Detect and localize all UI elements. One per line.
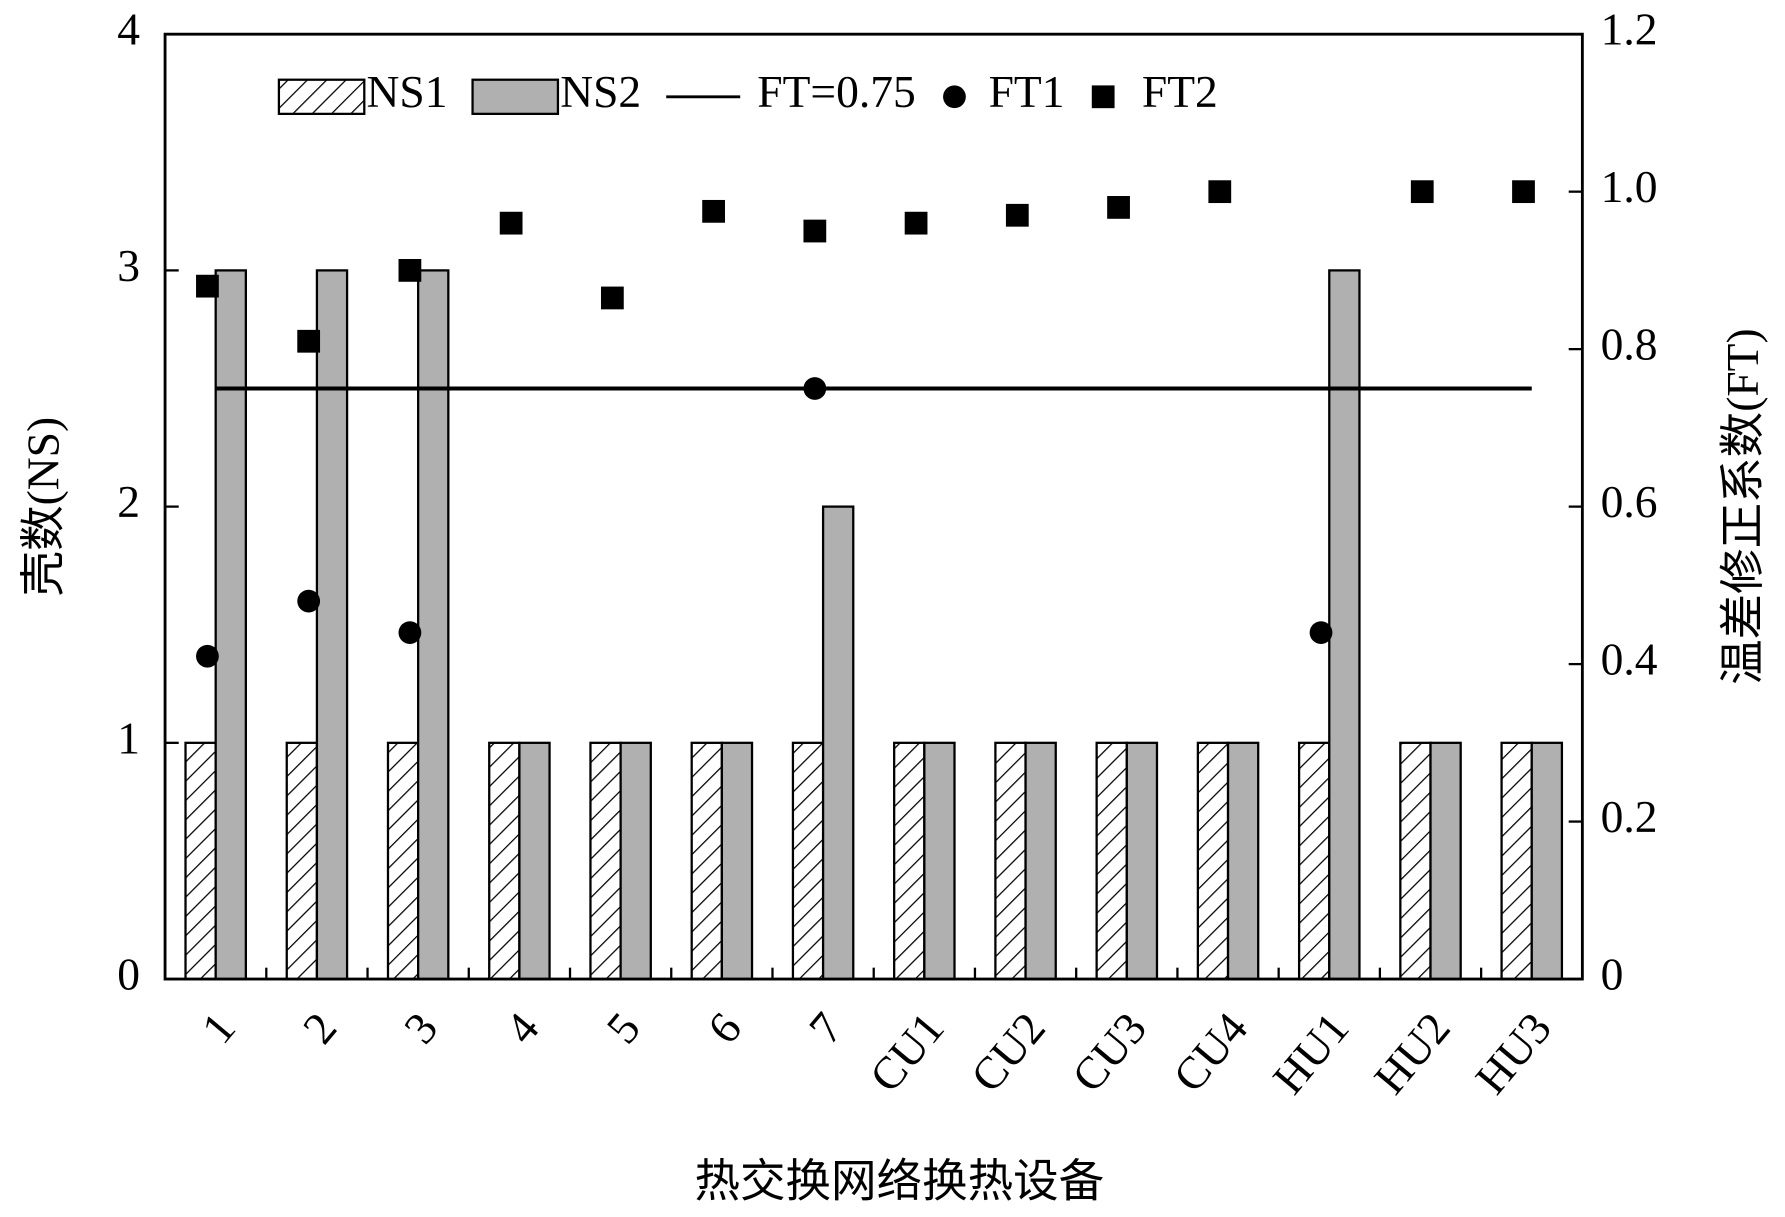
- x-tick-label: CU3: [1062, 1003, 1156, 1102]
- y2-axis-title: 温差修正系数(FT): [1717, 328, 1768, 685]
- x-tick-label: CU1: [859, 1003, 953, 1102]
- point: [803, 377, 827, 400]
- bar: [1024, 741, 1057, 981]
- bar: [720, 741, 754, 981]
- bar: [417, 269, 450, 981]
- y2-tick-label: 1.2: [1601, 4, 1658, 55]
- point: [196, 644, 219, 668]
- point: [398, 259, 422, 282]
- point: [1005, 203, 1029, 227]
- bar: [619, 741, 652, 981]
- point: [702, 199, 725, 223]
- legend-swatch: [943, 85, 966, 109]
- bar: [1429, 741, 1462, 981]
- legend-swatch: [471, 78, 560, 116]
- bar: [184, 741, 217, 981]
- bar: [214, 269, 247, 981]
- bar: [1328, 269, 1361, 981]
- point: [499, 211, 523, 235]
- bar: [1196, 741, 1230, 981]
- bar: [1226, 741, 1260, 981]
- y2-tick-label: 0.2: [1601, 791, 1658, 842]
- point: [803, 219, 827, 243]
- legend-swatch: [1091, 85, 1115, 109]
- point: [297, 329, 321, 353]
- point: [398, 621, 422, 644]
- legend-label: FT=0.75: [757, 66, 915, 117]
- point: [1512, 180, 1535, 204]
- y2-tick-label: 0.4: [1601, 634, 1658, 685]
- x-tick-label: 4: [495, 1002, 549, 1052]
- y-tick-label: 3: [117, 240, 140, 291]
- x-tick-label: CU4: [1163, 1002, 1257, 1101]
- point: [600, 286, 624, 310]
- point: [196, 274, 219, 298]
- bar: [518, 741, 551, 981]
- plot-frame: [163, 32, 1584, 981]
- y-tick-label: 1: [117, 712, 140, 763]
- bar: [994, 741, 1027, 981]
- bar: [791, 741, 825, 981]
- point: [1107, 196, 1130, 219]
- point: [1410, 180, 1434, 204]
- point: [297, 589, 321, 613]
- x-tick-label: 2: [293, 1003, 347, 1053]
- x-tick-label: 7: [799, 1003, 853, 1053]
- bar: [386, 741, 420, 981]
- legend-label: NS2: [560, 66, 641, 117]
- point: [1208, 180, 1232, 204]
- bar: [589, 741, 622, 981]
- y-tick-label: 4: [117, 4, 140, 55]
- y-tick-label: 0: [117, 949, 140, 1000]
- bar: [893, 741, 926, 981]
- legend-swatch: [277, 78, 366, 116]
- point: [904, 211, 928, 235]
- x-tick-label: 3: [394, 1003, 448, 1053]
- bar: [315, 269, 349, 981]
- y2-tick-label: 0.8: [1601, 319, 1658, 370]
- y2-tick-label: 0: [1601, 949, 1624, 1000]
- y-tick-label: 2: [117, 476, 140, 527]
- legend-label: FT2: [1142, 66, 1218, 117]
- bar: [690, 741, 724, 981]
- bar: [1530, 741, 1564, 981]
- x-tick-label: HU2: [1364, 1003, 1460, 1104]
- bar: [1125, 741, 1159, 981]
- bar: [923, 741, 956, 981]
- x-tick-label: 1: [191, 1003, 245, 1053]
- y2-tick-label: 0.6: [1601, 476, 1658, 527]
- bar: [285, 741, 319, 981]
- bar: [488, 741, 521, 981]
- legend-label: NS1: [367, 66, 448, 117]
- bar: [1399, 741, 1432, 981]
- x-tick-label: 5: [596, 1003, 650, 1053]
- x-axis-title: 热交换网络换热设备: [695, 1156, 1105, 1207]
- x-tick-label: 6: [697, 1003, 751, 1053]
- legend-label: FT1: [989, 66, 1065, 117]
- bar: [1095, 741, 1128, 981]
- bar: [821, 505, 855, 981]
- y-axis-title: 壳数(NS): [17, 417, 68, 597]
- x-tick-label: HU3: [1465, 1003, 1561, 1104]
- x-tick-label: CU2: [961, 1003, 1055, 1102]
- y2-tick-label: 1.0: [1601, 161, 1658, 212]
- x-tick-label: HU1: [1263, 1003, 1359, 1104]
- point: [1309, 621, 1333, 644]
- bar: [1297, 741, 1331, 981]
- bar: [1500, 741, 1533, 981]
